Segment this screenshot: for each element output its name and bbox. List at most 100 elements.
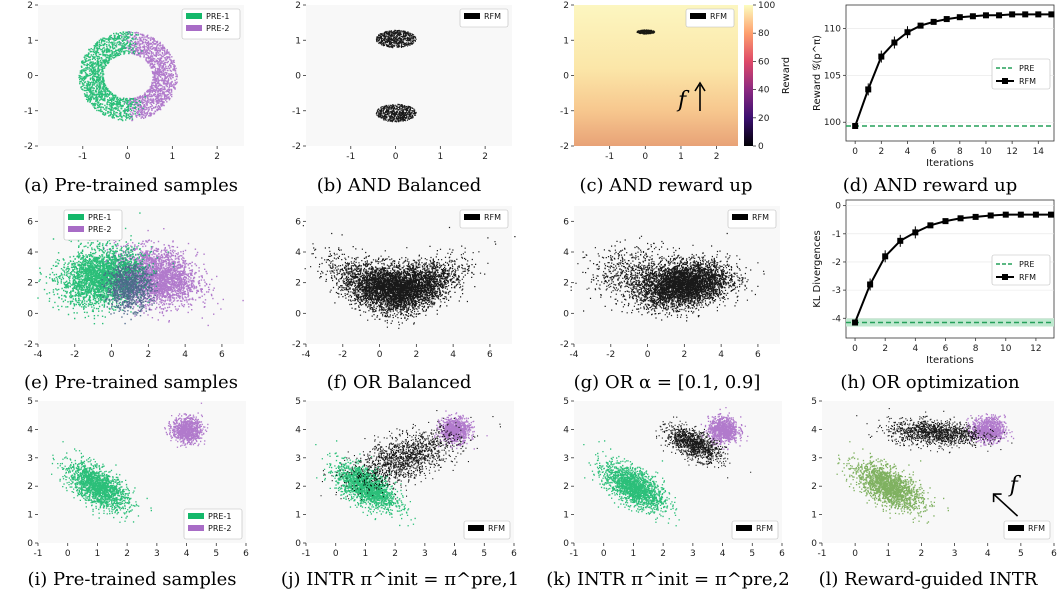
x-tick-label: 6 bbox=[755, 350, 761, 360]
y-tick-label: 100 bbox=[824, 118, 841, 128]
y-tick-label: 2 bbox=[295, 279, 301, 289]
legend-entry: PRE-1 bbox=[208, 512, 231, 521]
x-tick-label: 12 bbox=[1006, 147, 1017, 157]
y-tick-label: 2 bbox=[563, 279, 569, 289]
y-tick-label: -3 bbox=[832, 286, 841, 296]
y-tick-label: -2 bbox=[24, 142, 33, 152]
x-tick-label: 12 bbox=[1030, 344, 1041, 354]
legend-swatch bbox=[464, 13, 480, 19]
x-tick-label: 1 bbox=[169, 152, 175, 162]
arrow-head-icon bbox=[694, 81, 706, 92]
y-tick-label: 3 bbox=[811, 454, 817, 464]
x-tick-label: 6 bbox=[219, 350, 225, 360]
legend-entry: RFM bbox=[484, 213, 501, 222]
y-tick-label: -4 bbox=[832, 314, 841, 324]
rfm-marker bbox=[1032, 211, 1039, 218]
x-tick-label: 0 bbox=[645, 350, 651, 360]
x-tick-label: 1 bbox=[95, 549, 101, 559]
x-tick-label: 4 bbox=[182, 350, 188, 360]
legend-swatch bbox=[186, 13, 202, 19]
x-tick-label: 4 bbox=[450, 350, 456, 360]
y-tick-label: 4 bbox=[563, 425, 569, 435]
x-tick-label: 0 bbox=[852, 344, 858, 354]
panel-caption: (h) OR optimization bbox=[840, 372, 1020, 393]
x-tick-label: 0 bbox=[125, 152, 131, 162]
y-tick-label: 1 bbox=[811, 511, 817, 521]
panel-caption: (d) AND reward up bbox=[843, 175, 1018, 196]
x-tick-label: 8 bbox=[957, 147, 963, 157]
panel-a: -1 0 1 2 -2 -1 0 1 2 PRE-1 PRE-2 (a) Pre-trained sa… bbox=[24, 1, 244, 196]
y-tick-label: 2 bbox=[811, 482, 817, 492]
y-tick-label: -2 bbox=[292, 142, 301, 152]
rfm-marker bbox=[987, 212, 994, 219]
rfm-marker bbox=[865, 86, 872, 93]
legend-swatch bbox=[690, 13, 706, 19]
x-tick-label: 4 bbox=[985, 549, 991, 559]
legend-entry: PRE bbox=[1019, 64, 1034, 73]
rfm-line bbox=[854, 13, 1052, 127]
y-axis-label: KL Divergences bbox=[812, 230, 823, 308]
legend-entry: RFM bbox=[752, 213, 769, 222]
x-tick-label: 6 bbox=[779, 549, 785, 559]
y-tick-label: 4 bbox=[563, 248, 569, 258]
x-tick-label: 1 bbox=[678, 152, 684, 162]
pre2-points bbox=[164, 402, 209, 448]
x-tick-label: 4 bbox=[184, 549, 190, 559]
legend-entry: PRE-2 bbox=[208, 524, 231, 533]
rfm-marker bbox=[882, 253, 889, 260]
rfm-marker bbox=[867, 281, 874, 288]
y-tick-label: 0 bbox=[811, 539, 817, 549]
rfm-points bbox=[302, 225, 516, 329]
colorbar-tick-label: 80 bbox=[758, 29, 770, 39]
x-tick-label: 5 bbox=[481, 549, 487, 559]
rfm-marker bbox=[1022, 11, 1029, 18]
legend-swatch bbox=[188, 525, 204, 531]
x-tick-label: 6 bbox=[511, 549, 517, 559]
plot-area bbox=[822, 401, 1054, 543]
colorbar-tick-label: 20 bbox=[758, 114, 770, 124]
legend-entry: PRE-2 bbox=[206, 24, 229, 33]
x-tick-label: 5 bbox=[213, 549, 219, 559]
legend-swatch bbox=[186, 25, 202, 31]
y-tick-label: 0 bbox=[295, 539, 301, 549]
y-tick-label: 4 bbox=[27, 248, 33, 258]
reward-arrow-icon bbox=[993, 493, 1019, 517]
y-tick-label: 2 bbox=[295, 482, 301, 492]
x-tick-label: 0 bbox=[852, 549, 858, 559]
panel-caption: (l) Reward-guided INTR bbox=[819, 569, 1038, 590]
x-tick-label: -1 bbox=[34, 549, 43, 559]
x-tick-label: 10 bbox=[1000, 344, 1012, 354]
x-tick-label: 2 bbox=[681, 350, 687, 360]
plot-area bbox=[574, 5, 738, 146]
legend-entry: RFM bbox=[1028, 524, 1045, 533]
x-tick-label: 2 bbox=[714, 152, 720, 162]
x-tick-label: 5 bbox=[1018, 549, 1024, 559]
y-tick-label: 5 bbox=[295, 397, 301, 407]
panel-d: 0 2 4 6 8 10 12 14 100 105 110 Iterations Reward 𝒢(p… bbox=[812, 4, 1055, 196]
panel-h: 0 2 4 6 8 10 12 -4 -3 -2 -1 0 Iterations KL Divergenc… bbox=[812, 199, 1055, 393]
y-tick-label: 1 bbox=[27, 511, 33, 521]
x-tick-label: -2 bbox=[606, 350, 615, 360]
y-tick-label: 6 bbox=[295, 217, 301, 227]
legend-swatch bbox=[68, 214, 84, 220]
overlap-points bbox=[99, 254, 158, 325]
rfm-points bbox=[570, 232, 765, 322]
x-tick-label: -4 bbox=[34, 350, 43, 360]
rfm-marker bbox=[1017, 211, 1024, 218]
x-tick-label: 0 bbox=[377, 350, 383, 360]
x-tick-label: 2 bbox=[413, 350, 419, 360]
x-tick-label: 6 bbox=[487, 350, 493, 360]
rfm-points bbox=[320, 410, 501, 501]
rfm-marker bbox=[1009, 11, 1016, 18]
pre2-points bbox=[700, 407, 749, 451]
pre1-points bbox=[37, 212, 175, 325]
pre2-points bbox=[87, 222, 244, 327]
panel-caption: (k) INTR π^init = π^pre,2 bbox=[546, 569, 789, 590]
rfm-points bbox=[375, 29, 417, 123]
x-tick-label: 4 bbox=[720, 549, 726, 559]
init-points bbox=[836, 441, 949, 524]
legend-swatch bbox=[736, 525, 752, 531]
